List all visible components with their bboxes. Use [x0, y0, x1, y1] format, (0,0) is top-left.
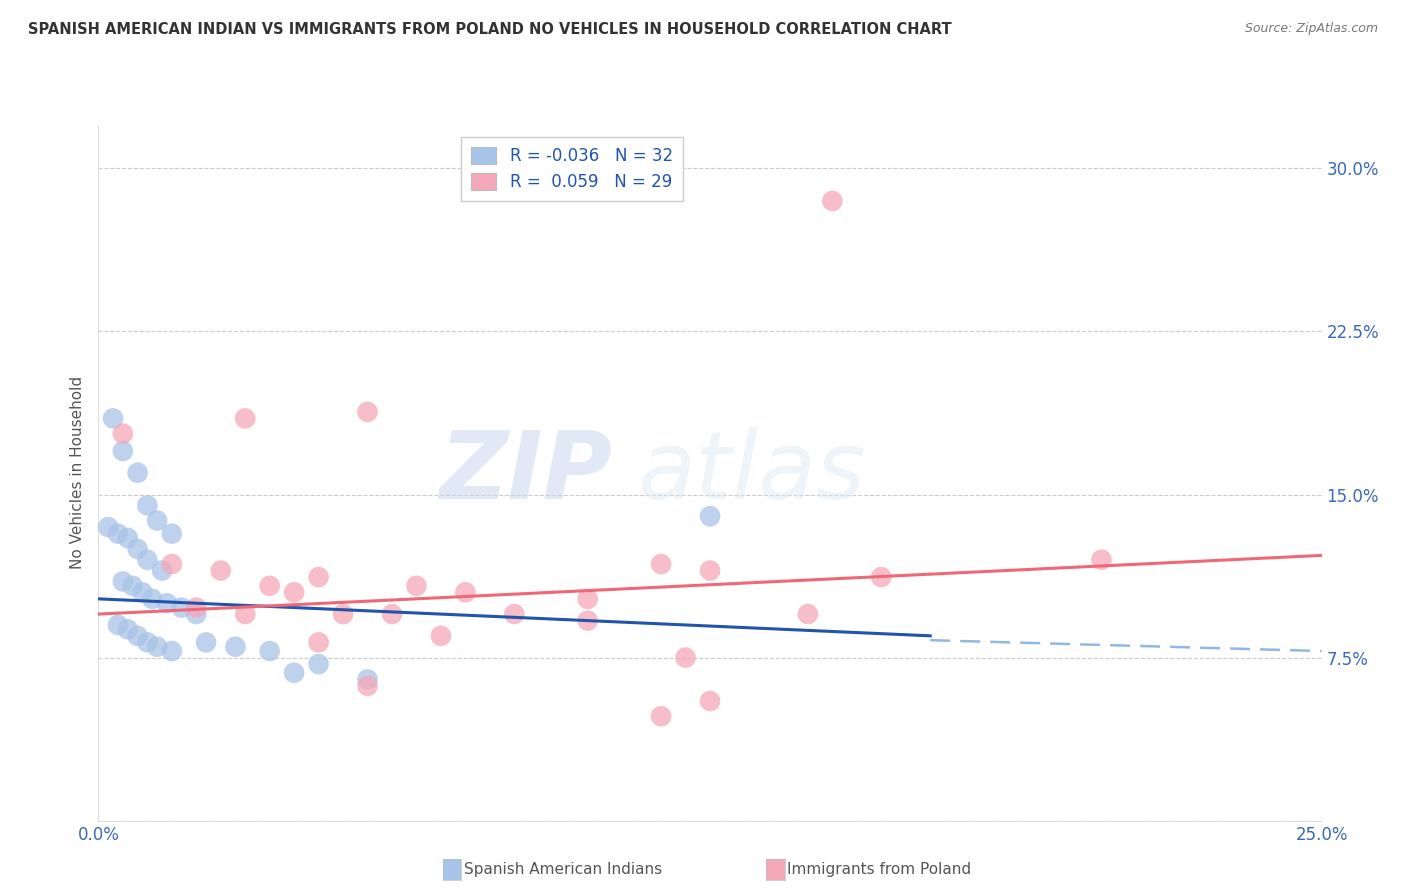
Point	[160, 526, 183, 541]
Point	[308, 657, 330, 671]
Point	[308, 635, 330, 649]
Point	[233, 411, 256, 425]
Point	[224, 640, 246, 654]
Point	[650, 557, 672, 571]
Y-axis label: No Vehicles in Household: No Vehicles in Household	[70, 376, 86, 569]
Point	[146, 640, 169, 654]
Point	[97, 520, 120, 534]
Point	[356, 405, 378, 419]
Point	[356, 673, 378, 687]
Point	[146, 514, 169, 528]
Point	[127, 629, 149, 643]
Point	[259, 644, 281, 658]
Point	[127, 466, 149, 480]
Legend: R = -0.036   N = 32, R =  0.059   N = 29: R = -0.036 N = 32, R = 0.059 N = 29	[461, 136, 683, 202]
Text: atlas: atlas	[637, 427, 865, 518]
Point	[127, 541, 149, 556]
Point	[195, 635, 218, 649]
Point	[111, 574, 134, 589]
Text: Immigrants from Poland: Immigrants from Poland	[787, 863, 972, 877]
Text: Spanish American Indians: Spanish American Indians	[464, 863, 662, 877]
Point	[107, 618, 129, 632]
Text: SPANISH AMERICAN INDIAN VS IMMIGRANTS FROM POLAND NO VEHICLES IN HOUSEHOLD CORRE: SPANISH AMERICAN INDIAN VS IMMIGRANTS FR…	[28, 22, 952, 37]
Point	[141, 591, 163, 606]
Point	[699, 694, 721, 708]
Point	[381, 607, 404, 621]
Point	[136, 499, 159, 513]
Point	[283, 585, 305, 599]
Text: ZIP: ZIP	[439, 426, 612, 519]
Point	[160, 644, 183, 658]
Point	[576, 614, 599, 628]
Point	[160, 557, 183, 571]
Point	[430, 629, 453, 643]
Point	[405, 579, 427, 593]
Point	[101, 411, 124, 425]
Point	[209, 564, 232, 578]
Point	[170, 600, 193, 615]
Text: Source: ZipAtlas.com: Source: ZipAtlas.com	[1244, 22, 1378, 36]
Point	[675, 650, 697, 665]
Point	[797, 607, 820, 621]
Point	[150, 564, 173, 578]
Point	[870, 570, 893, 584]
Point	[699, 509, 721, 524]
Point	[233, 607, 256, 621]
Point	[503, 607, 526, 621]
Point	[107, 526, 129, 541]
Point	[111, 426, 134, 441]
Point	[821, 194, 844, 208]
Point	[699, 564, 721, 578]
Point	[186, 607, 208, 621]
Point	[111, 444, 134, 458]
Point	[650, 709, 672, 723]
Point	[121, 579, 143, 593]
Point	[156, 596, 179, 610]
Point	[308, 570, 330, 584]
Point	[186, 600, 208, 615]
Point	[332, 607, 354, 621]
Point	[1090, 552, 1112, 567]
Point	[117, 531, 139, 545]
Point	[356, 679, 378, 693]
Point	[283, 665, 305, 680]
Point	[136, 635, 159, 649]
Point	[136, 552, 159, 567]
Point	[454, 585, 477, 599]
Point	[576, 591, 599, 606]
Point	[131, 585, 153, 599]
Point	[259, 579, 281, 593]
Point	[117, 623, 139, 637]
